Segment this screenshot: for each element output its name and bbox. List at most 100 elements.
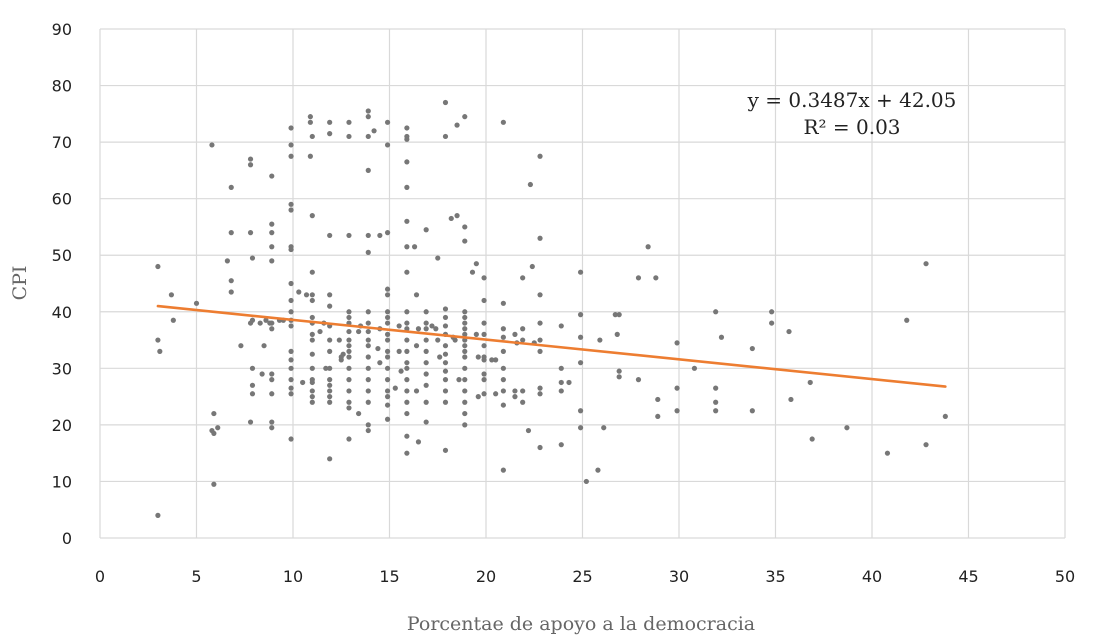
y-tick-label: 60	[52, 190, 72, 209]
data-point	[309, 133, 315, 140]
data-point	[288, 280, 294, 287]
data-point	[288, 297, 294, 304]
data-point	[155, 337, 161, 343]
data-point	[442, 306, 449, 312]
data-point	[269, 377, 275, 383]
data-point	[346, 354, 352, 360]
data-point	[454, 122, 460, 128]
data-point	[437, 354, 443, 360]
data-point	[452, 337, 458, 343]
data-point	[228, 289, 234, 295]
data-points	[155, 99, 948, 518]
x-tick-label: 45	[958, 567, 978, 586]
data-point	[786, 328, 792, 335]
data-point	[520, 326, 526, 332]
data-point	[384, 416, 391, 422]
data-point	[269, 371, 275, 377]
data-point	[423, 419, 429, 425]
data-point	[537, 235, 543, 241]
data-point	[336, 337, 342, 343]
data-point	[261, 343, 267, 349]
data-point	[462, 320, 468, 326]
data-point	[442, 343, 449, 349]
data-point	[462, 331, 468, 337]
x-tick-label: 35	[765, 567, 785, 586]
data-point	[462, 348, 468, 354]
data-point	[327, 337, 333, 343]
data-point	[193, 300, 200, 306]
data-point	[616, 368, 622, 374]
data-point	[384, 388, 391, 394]
data-point	[404, 348, 410, 354]
data-point	[384, 402, 391, 408]
data-point	[288, 201, 294, 207]
data-point	[454, 213, 460, 219]
data-point	[327, 365, 333, 371]
y-tick-label: 50	[52, 246, 72, 265]
data-point	[481, 377, 487, 383]
data-point	[269, 258, 275, 264]
trendline	[156, 304, 947, 388]
data-point	[577, 360, 584, 366]
data-point	[384, 230, 391, 236]
data-point	[384, 314, 391, 321]
data-point	[558, 365, 564, 371]
data-point	[288, 348, 294, 354]
data-point	[635, 275, 642, 281]
data-point	[674, 385, 680, 391]
data-point	[168, 292, 175, 298]
data-point	[346, 337, 352, 343]
data-point	[456, 377, 462, 383]
x-tick-label: 0	[95, 567, 105, 586]
data-point	[807, 379, 813, 386]
data-point	[269, 173, 275, 179]
data-point	[404, 410, 410, 417]
data-point	[327, 399, 333, 405]
data-point	[462, 224, 468, 230]
data-point	[404, 326, 410, 332]
data-point	[537, 391, 543, 397]
data-point	[844, 425, 850, 431]
data-point	[423, 399, 429, 405]
data-point	[423, 382, 429, 388]
data-point	[300, 379, 306, 386]
data-point	[558, 442, 564, 448]
data-point	[500, 365, 506, 371]
data-point	[309, 399, 315, 405]
data-point	[365, 133, 371, 140]
data-point	[365, 249, 371, 255]
data-point	[384, 286, 391, 292]
data-point	[529, 263, 535, 270]
x-tick-label: 10	[283, 567, 303, 586]
x-axis-label: Porcentae de apoyo a la democracia	[407, 613, 755, 635]
data-point	[247, 162, 254, 168]
data-point	[713, 385, 719, 391]
gridlines	[99, 28, 1066, 539]
data-point	[718, 334, 725, 340]
data-point	[423, 337, 429, 343]
data-point	[365, 427, 371, 434]
data-point	[249, 391, 256, 397]
data-point	[481, 297, 487, 304]
data-point	[249, 382, 256, 388]
data-point	[769, 309, 775, 315]
data-point	[527, 181, 533, 188]
data-point	[500, 377, 506, 383]
data-point	[481, 331, 487, 337]
data-point	[713, 399, 719, 405]
data-point	[365, 328, 371, 335]
data-point	[323, 365, 329, 371]
data-point	[462, 422, 468, 428]
data-point	[612, 312, 618, 318]
data-point	[404, 184, 410, 190]
data-point	[500, 334, 506, 340]
data-point	[288, 309, 294, 315]
data-point	[442, 323, 449, 329]
data-point	[404, 218, 410, 224]
data-point	[384, 119, 391, 125]
x-tick-label: 40	[862, 567, 882, 586]
data-point	[404, 320, 410, 326]
data-point	[392, 385, 398, 391]
data-point	[595, 467, 601, 473]
data-point	[346, 309, 352, 315]
